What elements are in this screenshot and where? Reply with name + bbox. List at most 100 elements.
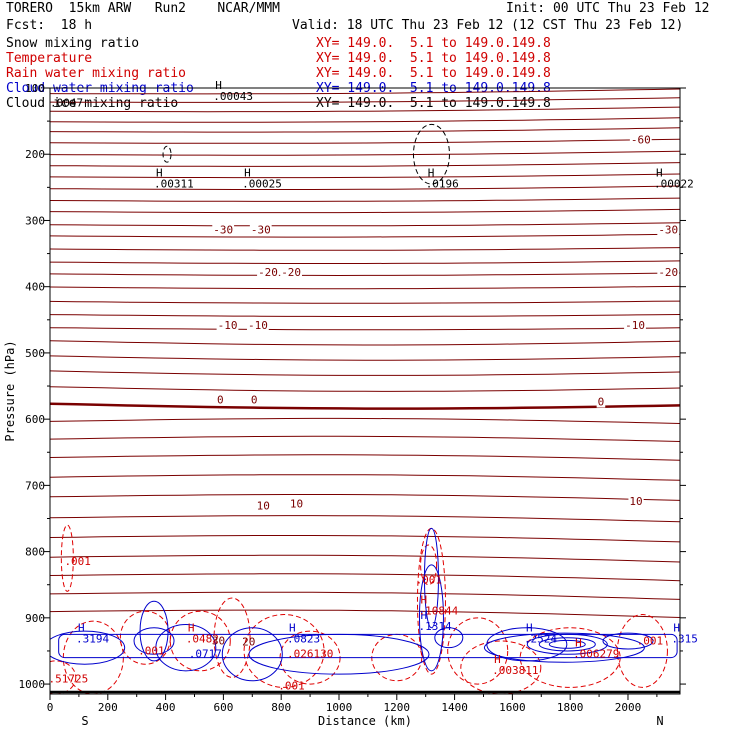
cloud-water-contour bbox=[155, 623, 217, 672]
y-tick-label: 700 bbox=[25, 479, 45, 492]
maximum-value: .00022 bbox=[654, 177, 694, 190]
temperature-contour bbox=[50, 435, 680, 442]
maximum-marker: H bbox=[289, 621, 296, 634]
maximum-marker: H bbox=[215, 79, 222, 92]
temperature-contour bbox=[50, 355, 680, 361]
x-tick-label: 1600 bbox=[499, 701, 526, 714]
cloud-water-contour bbox=[418, 564, 444, 672]
y-tick-label: 900 bbox=[25, 612, 45, 625]
maximum-marker: H bbox=[673, 621, 680, 634]
contour-value-label: .001 bbox=[138, 644, 165, 657]
field-label-snow: Snow mixing ratio bbox=[6, 36, 140, 51]
temperature-label-bg bbox=[249, 224, 272, 236]
maximum-value: .0823 bbox=[287, 632, 320, 645]
temperature-contour bbox=[50, 386, 680, 392]
forecast-hour: Fcst: 18 h bbox=[6, 18, 93, 33]
maximum-value: .315 bbox=[671, 632, 698, 645]
temperature-label: 0 bbox=[217, 394, 224, 407]
maximum-marker: H bbox=[428, 166, 435, 179]
cloud-water-contour bbox=[602, 632, 654, 650]
temperature-contour bbox=[50, 233, 680, 238]
temperature-label-bg bbox=[624, 319, 646, 331]
cloud-water-contour bbox=[50, 630, 126, 665]
temperature-contour bbox=[50, 138, 680, 144]
rain-contour bbox=[243, 614, 325, 688]
maximum-value: .0047 bbox=[50, 97, 83, 110]
temperature-contour bbox=[50, 162, 680, 167]
maximum-marker: H bbox=[188, 621, 195, 634]
temperature-label: 10 bbox=[257, 500, 270, 513]
y-tick-label: 600 bbox=[25, 413, 45, 426]
rain-contour bbox=[447, 617, 509, 685]
y-tick-label: 100 bbox=[25, 82, 45, 95]
temperature-contour bbox=[50, 260, 680, 264]
rain-contour bbox=[50, 660, 77, 694]
snow-contour bbox=[162, 145, 172, 163]
temperature-label: -30 bbox=[251, 223, 271, 236]
temperature-label-bg bbox=[628, 495, 644, 507]
temperature-label-bg bbox=[212, 224, 235, 236]
temperature-label-bg bbox=[657, 224, 680, 236]
temperature-contour bbox=[50, 88, 680, 95]
temperature-contour bbox=[50, 247, 680, 251]
maximum-value: .006279 bbox=[573, 648, 619, 661]
maximum-value: .0717 bbox=[189, 648, 222, 661]
maximum-marker: H bbox=[78, 621, 85, 634]
y-tick-label: 400 bbox=[25, 281, 45, 294]
temperature-label-bg bbox=[280, 266, 302, 278]
maximum-value: .3194 bbox=[76, 632, 109, 645]
temperature-contour bbox=[50, 185, 680, 190]
field-xy-snow: XY= 149.0. 5.1 to 149.0.149.8 bbox=[316, 36, 551, 51]
field-xy-temperature: XY= 149.0. 5.1 to 149.0.149.8 bbox=[316, 51, 551, 66]
y-tick-label: 500 bbox=[25, 347, 45, 360]
temperature-contour bbox=[50, 609, 680, 618]
temperature-label: -10 bbox=[248, 319, 268, 332]
temperature-contour bbox=[50, 340, 680, 346]
x-tick-label: 1200 bbox=[384, 701, 411, 714]
y-axis-label: Pressure (hPa) bbox=[3, 340, 17, 441]
x-tick-label: 1800 bbox=[557, 701, 584, 714]
temperature-contour bbox=[50, 573, 680, 582]
maximum-marker: H bbox=[420, 609, 427, 622]
contour-value-label: 30 bbox=[212, 634, 225, 647]
cloud-water-contour bbox=[538, 637, 596, 652]
cloud-water-contour bbox=[221, 627, 283, 682]
temperature-label: -60 bbox=[631, 133, 651, 146]
temperature-contour bbox=[50, 454, 680, 461]
x-tick-label: 2000 bbox=[615, 701, 642, 714]
temperature-label: -10 bbox=[625, 319, 645, 332]
temperature-contour bbox=[50, 402, 680, 410]
x-tick-label: 1400 bbox=[441, 701, 468, 714]
temperature-label-bg bbox=[657, 266, 680, 278]
maximum-value: .10844 bbox=[418, 605, 458, 618]
temperature-contour bbox=[50, 222, 680, 227]
maximum-value: .00043 bbox=[213, 90, 253, 103]
temperature-contour bbox=[50, 97, 680, 103]
rain-contour bbox=[213, 597, 251, 678]
temperature-label: -30 bbox=[213, 223, 233, 236]
x-tick-label: 1000 bbox=[326, 701, 353, 714]
temperature-contour bbox=[50, 197, 680, 202]
rain-contour bbox=[616, 614, 668, 688]
init-time: Init: 00 UTC Thu 23 Feb 12 bbox=[506, 1, 710, 16]
rain-contour bbox=[169, 610, 231, 672]
y-tick-label: 1000 bbox=[19, 678, 46, 691]
valid-time: Valid: 18 UTC Thu 23 Feb 12 (12 CST Thu … bbox=[292, 18, 684, 33]
contour-value-label: .001 bbox=[416, 573, 443, 586]
temperature-label-bg bbox=[629, 134, 652, 146]
temperature-label: 10 bbox=[290, 498, 303, 511]
maximum-marker: H bbox=[156, 166, 163, 179]
temperature-contour bbox=[50, 117, 680, 123]
x-tick-label: 0 bbox=[47, 701, 54, 714]
y-tick-label: 300 bbox=[25, 214, 45, 227]
contour-label-layer: -60-30 -30 -30-20 -20 -20-10 -10 -100 0 010 10 10H… bbox=[49, 79, 698, 692]
maximum-value: .00025 bbox=[242, 177, 282, 190]
x-axis-label: Distance (km) bbox=[318, 714, 412, 728]
cloud-water-band bbox=[58, 633, 678, 659]
temperature-contour bbox=[50, 417, 680, 424]
cloud-water-contour bbox=[434, 627, 464, 649]
rain-contour bbox=[60, 524, 74, 592]
temperature-label: 0 bbox=[598, 396, 605, 409]
